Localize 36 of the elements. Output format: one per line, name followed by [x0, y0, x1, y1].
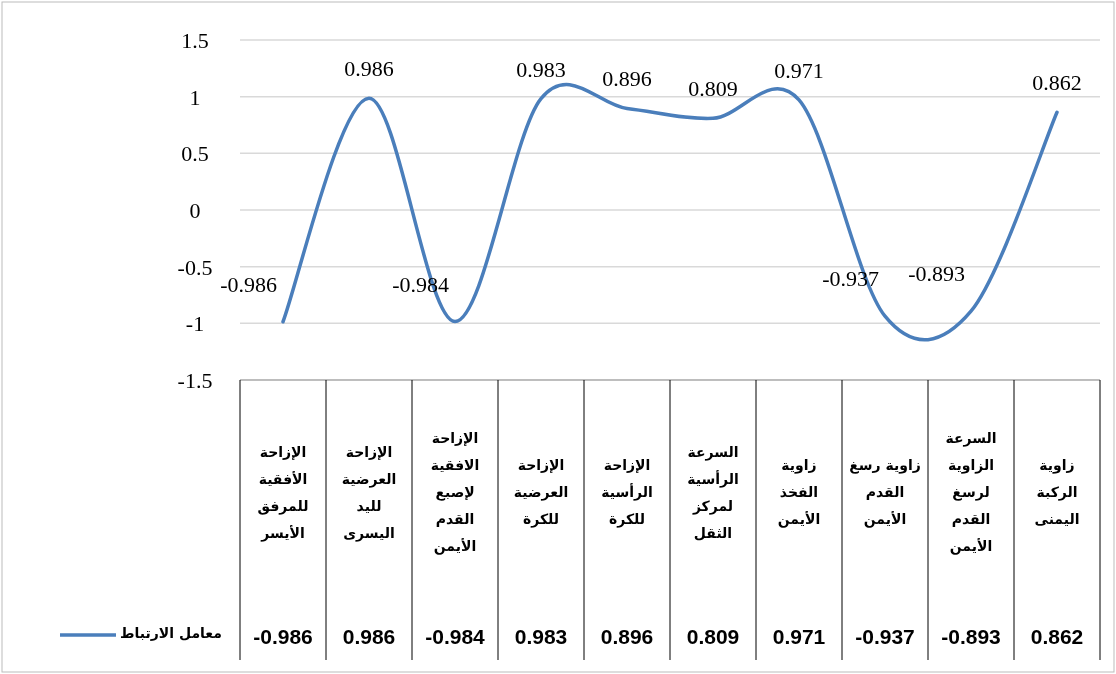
x-tick-label: الإزاحة الرأسية للكرة	[600, 456, 654, 530]
data-label: -0.893	[908, 261, 965, 287]
x-tick-label: السرعة الرأسية لمركز الثقل	[686, 442, 740, 543]
y-tick-label: 0	[189, 198, 201, 223]
text: -0.893	[941, 625, 1001, 648]
x-tick-label: السرعة الزاوية لرسغ القدم الأيمن	[944, 429, 998, 557]
x-tick-label: زاوية الفخذ الأيمن	[776, 456, 822, 530]
text: 0.983	[514, 625, 568, 648]
data-label: 0.809	[688, 76, 738, 102]
y-tick-label: 1.5	[181, 28, 209, 53]
text: 0.809	[686, 625, 740, 648]
x-tick-label: زاوية الركبة اليمنى	[1033, 456, 1081, 529]
x-tick-label: الإزاحة الأفقية للمرفق الأيسر	[256, 442, 310, 544]
text: 0.986	[342, 625, 396, 648]
x-tick-label: الإزاحة العرضية للكرة	[512, 456, 570, 530]
y-tick-label: -1	[185, 311, 205, 337]
x-tick-label: الإزاحة الافقية لإصبع القدم الأيمن	[429, 429, 481, 557]
y-tick-label: 1	[189, 84, 201, 110]
text: -0.984	[425, 625, 486, 648]
data-label: -0.986	[220, 271, 277, 297]
text: 0.971	[772, 625, 826, 648]
data-label: 0.862	[1032, 70, 1082, 96]
text: 0.862	[1030, 625, 1084, 648]
x-tick-label: الإزاحة العرضية لليد اليسرى	[340, 442, 398, 544]
x-tick-label: زاوية رسغ القدم الأيمن	[848, 456, 922, 530]
y-tick-label: 0.5	[181, 141, 209, 167]
data-label: 0.986	[344, 56, 394, 82]
y-tick-label: -0.5	[177, 254, 213, 280]
y-tick-label: -1.5	[177, 368, 213, 393]
legend-label: معامل الارتباط	[120, 625, 222, 641]
data-label: 0.971	[774, 57, 824, 83]
text: -0.937	[855, 625, 915, 648]
data-label: 0.896	[602, 66, 652, 92]
text: 0.896	[600, 625, 654, 648]
data-label: 0.983	[516, 56, 566, 82]
text: -0.986	[253, 625, 313, 648]
